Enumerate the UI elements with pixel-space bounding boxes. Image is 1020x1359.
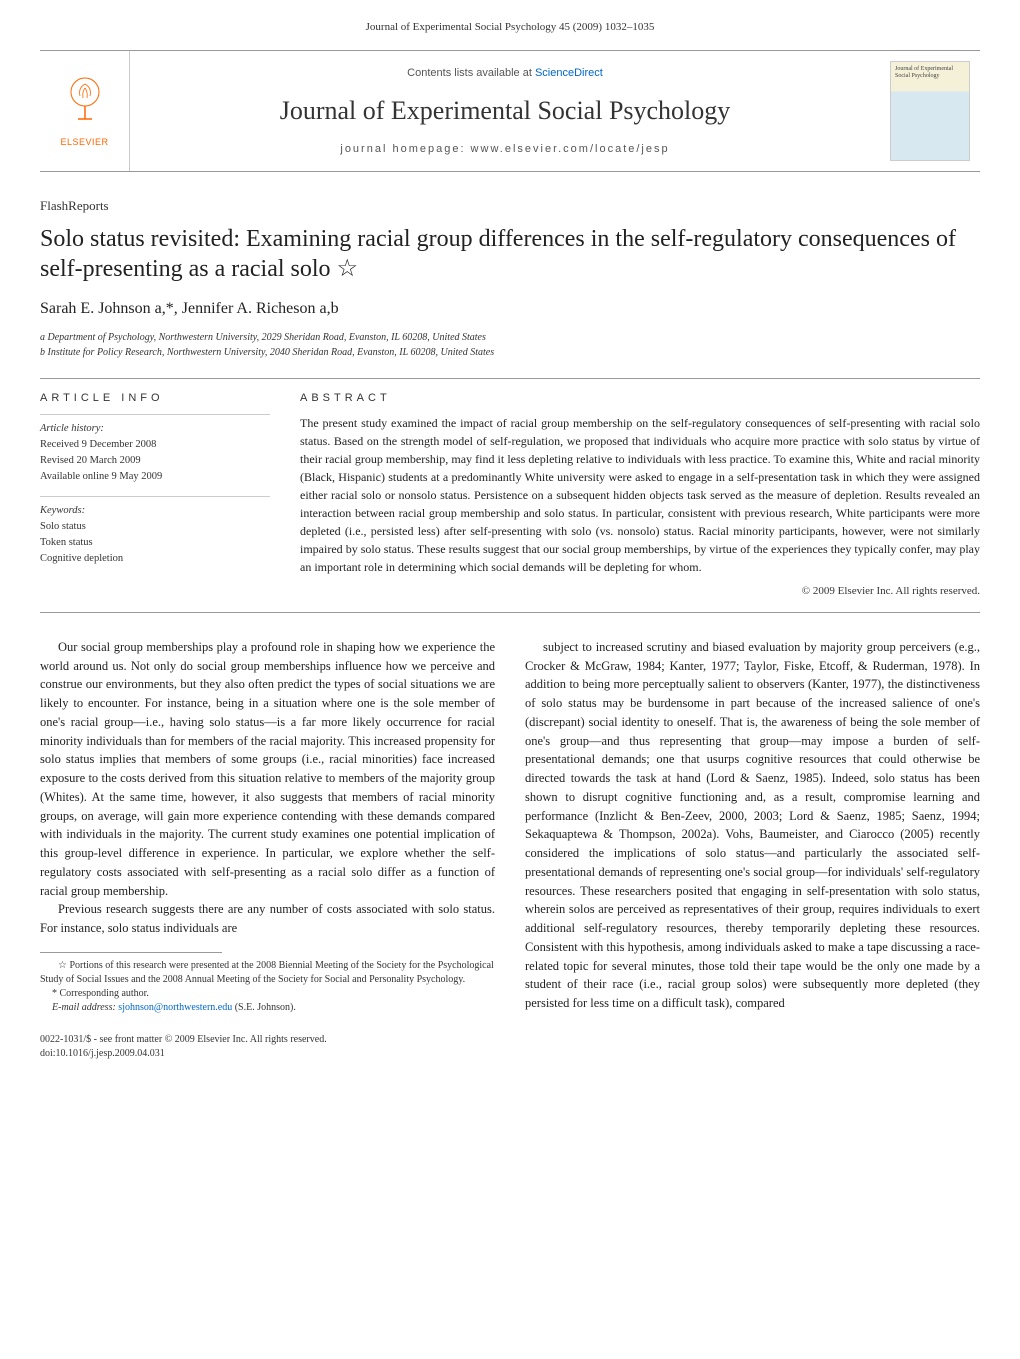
article-info-heading: ARTICLE INFO — [40, 391, 270, 406]
publisher-name: ELSEVIER — [60, 136, 108, 149]
history-label: Article history: — [40, 421, 270, 437]
affiliation-b: b Institute for Policy Research, Northwe… — [40, 345, 980, 360]
abstract-text: The present study examined the impact of… — [300, 414, 980, 576]
footnotes: ☆ Portions of this research were present… — [40, 959, 495, 1015]
keyword-3: Cognitive depletion — [40, 551, 270, 567]
footnote-block: ☆ Portions of this research were present… — [40, 952, 495, 1015]
keywords-label: Keywords: — [40, 503, 270, 519]
article-type: FlashReports — [40, 197, 980, 215]
abstract-copyright: © 2009 Elsevier Inc. All rights reserved… — [300, 584, 980, 599]
article-history: Article history: Received 9 December 200… — [40, 414, 270, 484]
sciencedirect-link[interactable]: ScienceDirect — [535, 67, 603, 79]
masthead: ELSEVIER Contents lists available at Sci… — [40, 50, 980, 172]
journal-cover-thumb: Journal of Experimental Social Psycholog… — [890, 61, 970, 161]
abstract-column: ABSTRACT The present study examined the … — [300, 391, 980, 600]
publisher-logo: ELSEVIER — [40, 51, 130, 171]
email-label: E-mail address: — [52, 1002, 118, 1013]
email-suffix: (S.E. Johnson). — [232, 1002, 296, 1013]
running-head: Journal of Experimental Social Psycholog… — [40, 20, 980, 35]
journal-homepage: journal homepage: www.elsevier.com/locat… — [340, 142, 669, 157]
authors: Sarah E. Johnson a,*, Jennifer A. Riches… — [40, 298, 980, 320]
affiliations: a Department of Psychology, Northwestern… — [40, 330, 980, 360]
history-online: Available online 9 May 2009 — [40, 469, 270, 485]
footer-doi: doi:10.1016/j.jesp.2009.04.031 — [40, 1047, 980, 1061]
article-info: ARTICLE INFO Article history: Received 9… — [40, 391, 270, 600]
affiliation-a: a Department of Psychology, Northwestern… — [40, 330, 980, 345]
contents-line: Contents lists available at ScienceDirec… — [407, 66, 603, 81]
abstract-heading: ABSTRACT — [300, 391, 980, 406]
journal-title: Journal of Experimental Social Psycholog… — [280, 93, 731, 129]
footnote-star: ☆ Portions of this research were present… — [40, 959, 495, 987]
history-revised: Revised 20 March 2009 — [40, 453, 270, 469]
masthead-center: Contents lists available at ScienceDirec… — [130, 51, 880, 171]
page-footer: 0022-1031/$ - see front matter © 2009 El… — [40, 1033, 980, 1061]
body-paragraph-2a: Previous research suggests there are any… — [40, 900, 495, 938]
footer-issn: 0022-1031/$ - see front matter © 2009 El… — [40, 1033, 980, 1047]
footnote-separator — [40, 952, 222, 953]
cover-thumb-label: Journal of Experimental Social Psycholog… — [895, 66, 969, 79]
contents-prefix: Contents lists available at — [407, 67, 535, 79]
body-paragraph-2b: subject to increased scrutiny and biased… — [525, 638, 980, 1013]
elsevier-tree-icon — [60, 74, 110, 132]
keyword-2: Token status — [40, 535, 270, 551]
footnote-email: E-mail address: sjohnson@northwestern.ed… — [40, 1001, 495, 1015]
keywords-block: Keywords: Solo status Token status Cogni… — [40, 496, 270, 566]
email-link[interactable]: sjohnson@northwestern.edu — [118, 1002, 232, 1013]
keyword-1: Solo status — [40, 519, 270, 535]
article-title: Solo status revisited: Examining racial … — [40, 224, 980, 284]
history-received: Received 9 December 2008 — [40, 437, 270, 453]
body-paragraph-1: Our social group memberships play a prof… — [40, 638, 495, 901]
body-text: Our social group memberships play a prof… — [40, 638, 980, 1015]
info-abstract-row: ARTICLE INFO Article history: Received 9… — [40, 378, 980, 613]
footnote-corresponding: * Corresponding author. — [40, 987, 495, 1001]
